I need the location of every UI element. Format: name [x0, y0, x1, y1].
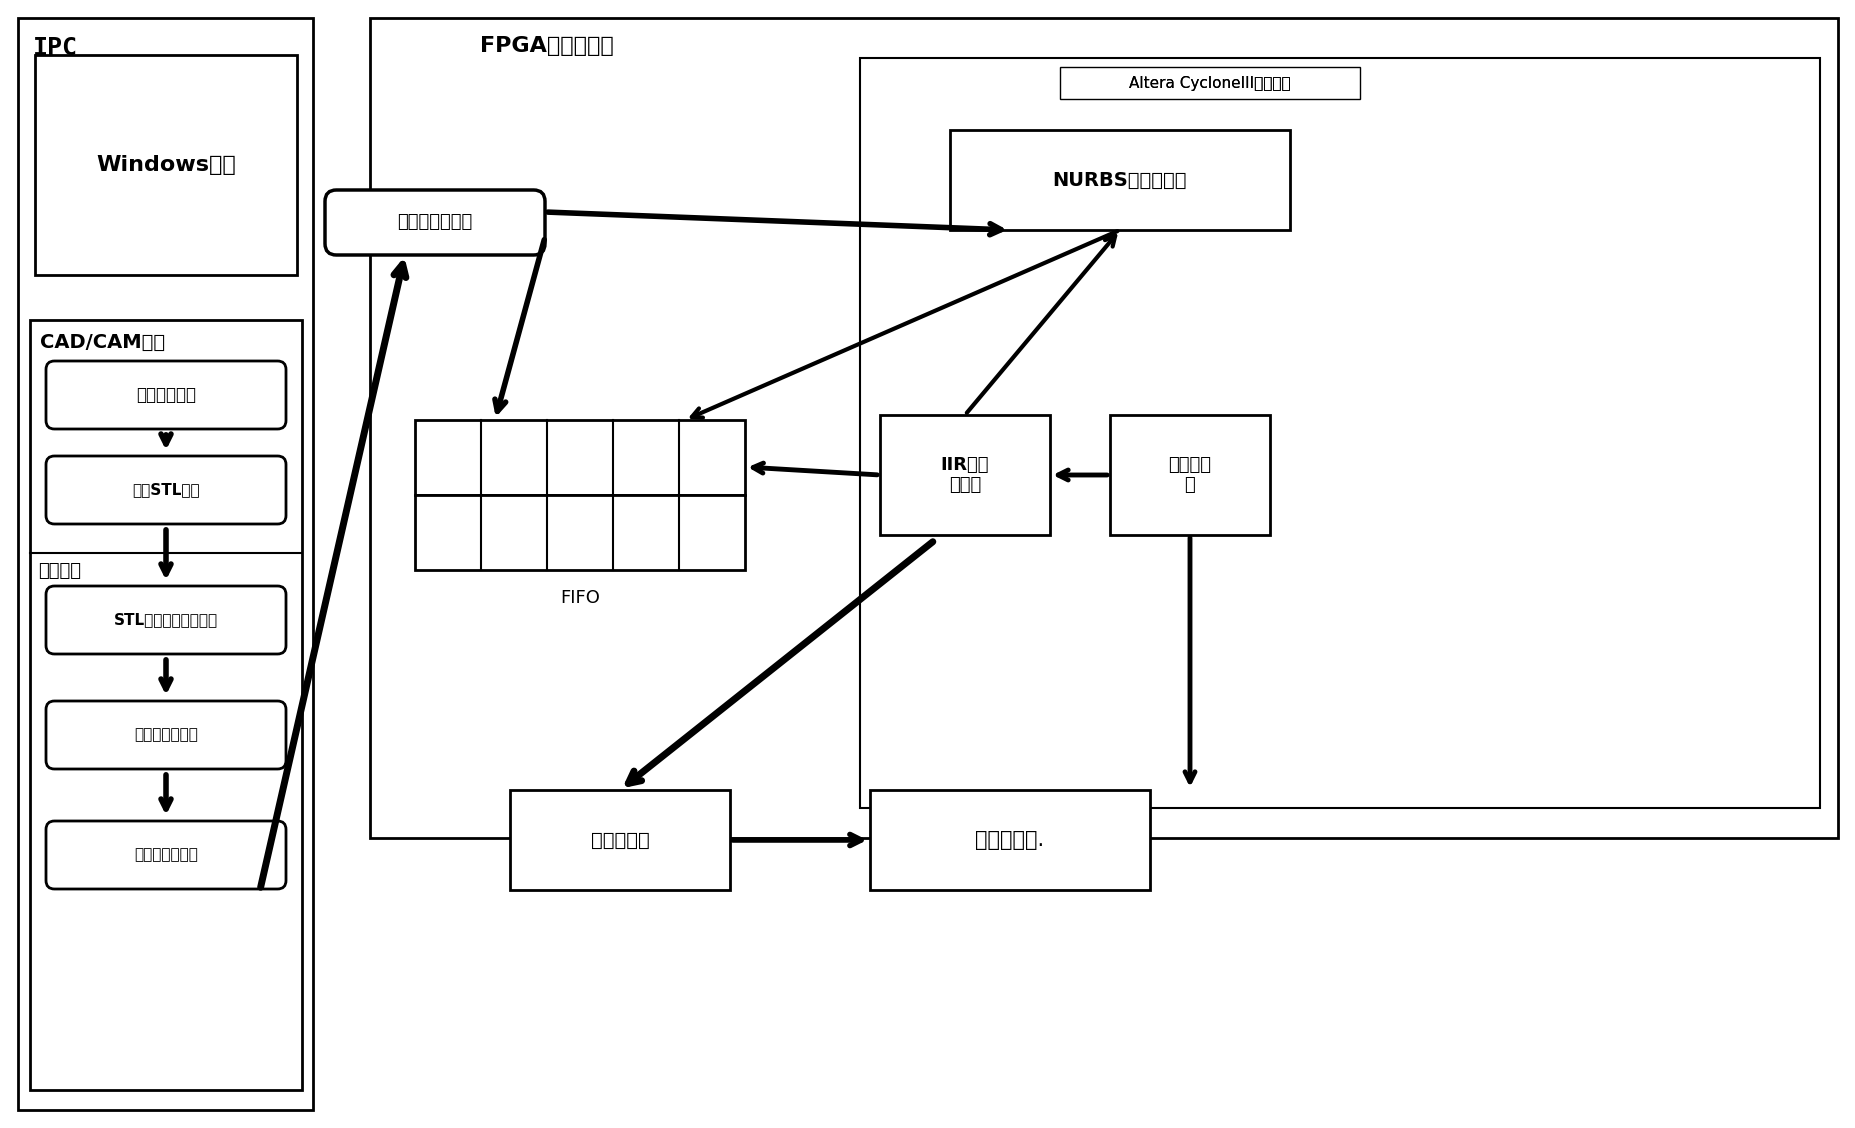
Text: 三维喷涂零件: 三维喷涂零件	[135, 386, 197, 404]
Text: Altera CycloneIII系列芯片: Altera CycloneIII系列芯片	[1128, 76, 1289, 90]
Bar	[416, 495, 744, 570]
FancyBboxPatch shape	[46, 361, 286, 429]
Text: 以太网通讯模块: 以太网通讯模块	[397, 213, 473, 231]
FancyBboxPatch shape	[46, 821, 286, 889]
Bar	[30, 320, 302, 1090]
Text: 离散的控制点集: 离散的控制点集	[134, 847, 198, 863]
Text: 分层处理与优化: 分层处理与优化	[134, 728, 198, 742]
Bar	[1059, 67, 1360, 99]
Text: 伺服驱动器: 伺服驱动器	[590, 830, 649, 849]
Text: 生成STL文件: 生成STL文件	[132, 483, 200, 497]
Bar	[416, 420, 744, 495]
FancyBboxPatch shape	[325, 190, 545, 255]
FancyBboxPatch shape	[46, 456, 286, 525]
Bar	[879, 415, 1050, 535]
Bar	[950, 130, 1289, 230]
Text: STL数据的筛选与整理: STL数据的筛选与整理	[113, 613, 217, 627]
Text: IPC: IPC	[33, 36, 78, 60]
Text: FIFO: FIFO	[560, 589, 599, 607]
Bar	[510, 790, 729, 890]
Bar	[35, 55, 297, 275]
FancyBboxPatch shape	[46, 700, 286, 769]
Text: FPGA运动控制器: FPGA运动控制器	[480, 36, 614, 56]
Bar	[859, 58, 1820, 808]
Bar	[19, 18, 313, 1110]
Text: Windows系统: Windows系统	[96, 155, 236, 175]
FancyBboxPatch shape	[46, 587, 286, 654]
Text: CAD/CAM软件: CAD/CAM软件	[41, 333, 165, 352]
Bar	[1109, 415, 1269, 535]
Text: 数据处理: 数据处理	[37, 562, 82, 580]
Text: 工业机器人.: 工业机器人.	[976, 830, 1044, 851]
Bar	[369, 18, 1836, 838]
Text: Altera CycloneIII系列芯片: Altera CycloneIII系列芯片	[1128, 76, 1289, 90]
Text: IIR数字
滤波器: IIR数字 滤波器	[940, 456, 989, 494]
Bar	[870, 790, 1150, 890]
Text: 编码器模
块: 编码器模 块	[1169, 456, 1211, 494]
Text: NURBS实时插补器: NURBS实时插补器	[1052, 170, 1187, 190]
